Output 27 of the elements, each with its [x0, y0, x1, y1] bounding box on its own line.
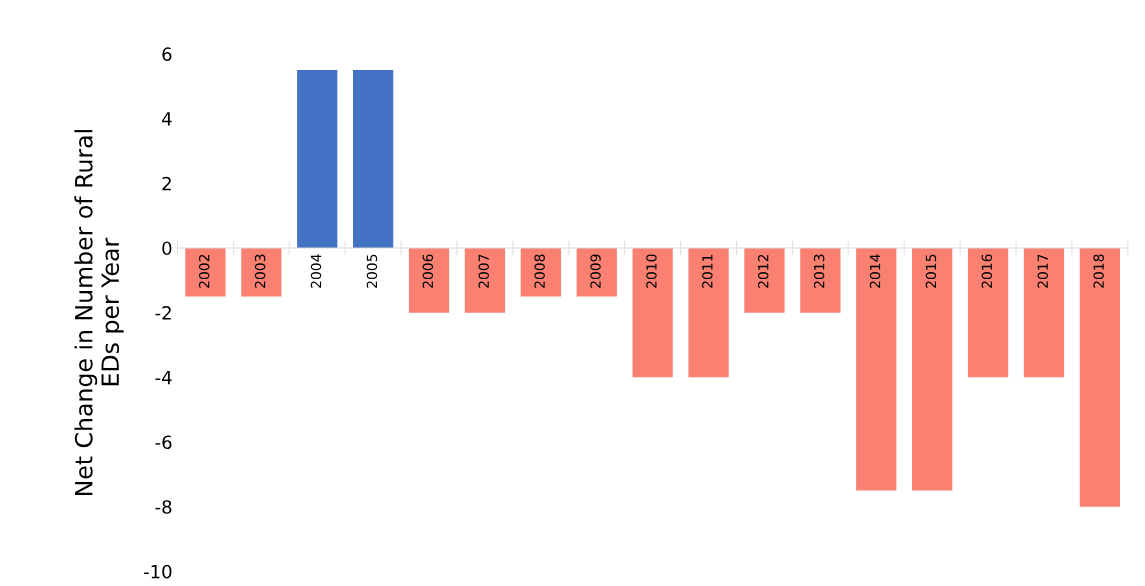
- x-tick-label: 2011: [702, 254, 713, 288]
- x-tick-label: 2007: [478, 254, 489, 288]
- x-tick-label: 2006: [422, 254, 434, 288]
- x-tick-label: 2008: [534, 254, 545, 288]
- y-tick-label: -2: [155, 306, 171, 320]
- x-tick-label: 2016: [981, 254, 993, 288]
- x-tick-label: 2009: [590, 254, 601, 288]
- x-tick-label: 2018: [1093, 254, 1104, 288]
- y-tick-label: -4: [155, 371, 172, 385]
- x-tick-label: 2015: [925, 254, 937, 288]
- y-tick-label: 6: [162, 47, 172, 62]
- y-tick-label: 4: [162, 112, 172, 126]
- x-tick-label: 2013: [813, 254, 825, 288]
- y-axis-title: Net Change in Number of Rural EDs per Year: [74, 130, 124, 496]
- x-tick-label: 2004: [310, 254, 322, 288]
- y-tick-label: 2: [162, 176, 171, 191]
- x-tick-label: 2012: [757, 254, 769, 288]
- x-tick-label: 2017: [1037, 254, 1048, 288]
- y-tick-label: -8: [155, 500, 172, 514]
- y-tick-label: 0: [162, 241, 172, 256]
- y-tick-label: -10: [144, 564, 172, 579]
- x-tick-label: 2003: [254, 254, 266, 288]
- x-tick-label: 2014: [869, 254, 881, 288]
- x-tick-label: 2010: [646, 254, 657, 288]
- y-tick-label: -6: [155, 435, 172, 450]
- x-tick-label: 2005: [366, 254, 378, 288]
- x-tick-label: 2002: [198, 254, 210, 288]
